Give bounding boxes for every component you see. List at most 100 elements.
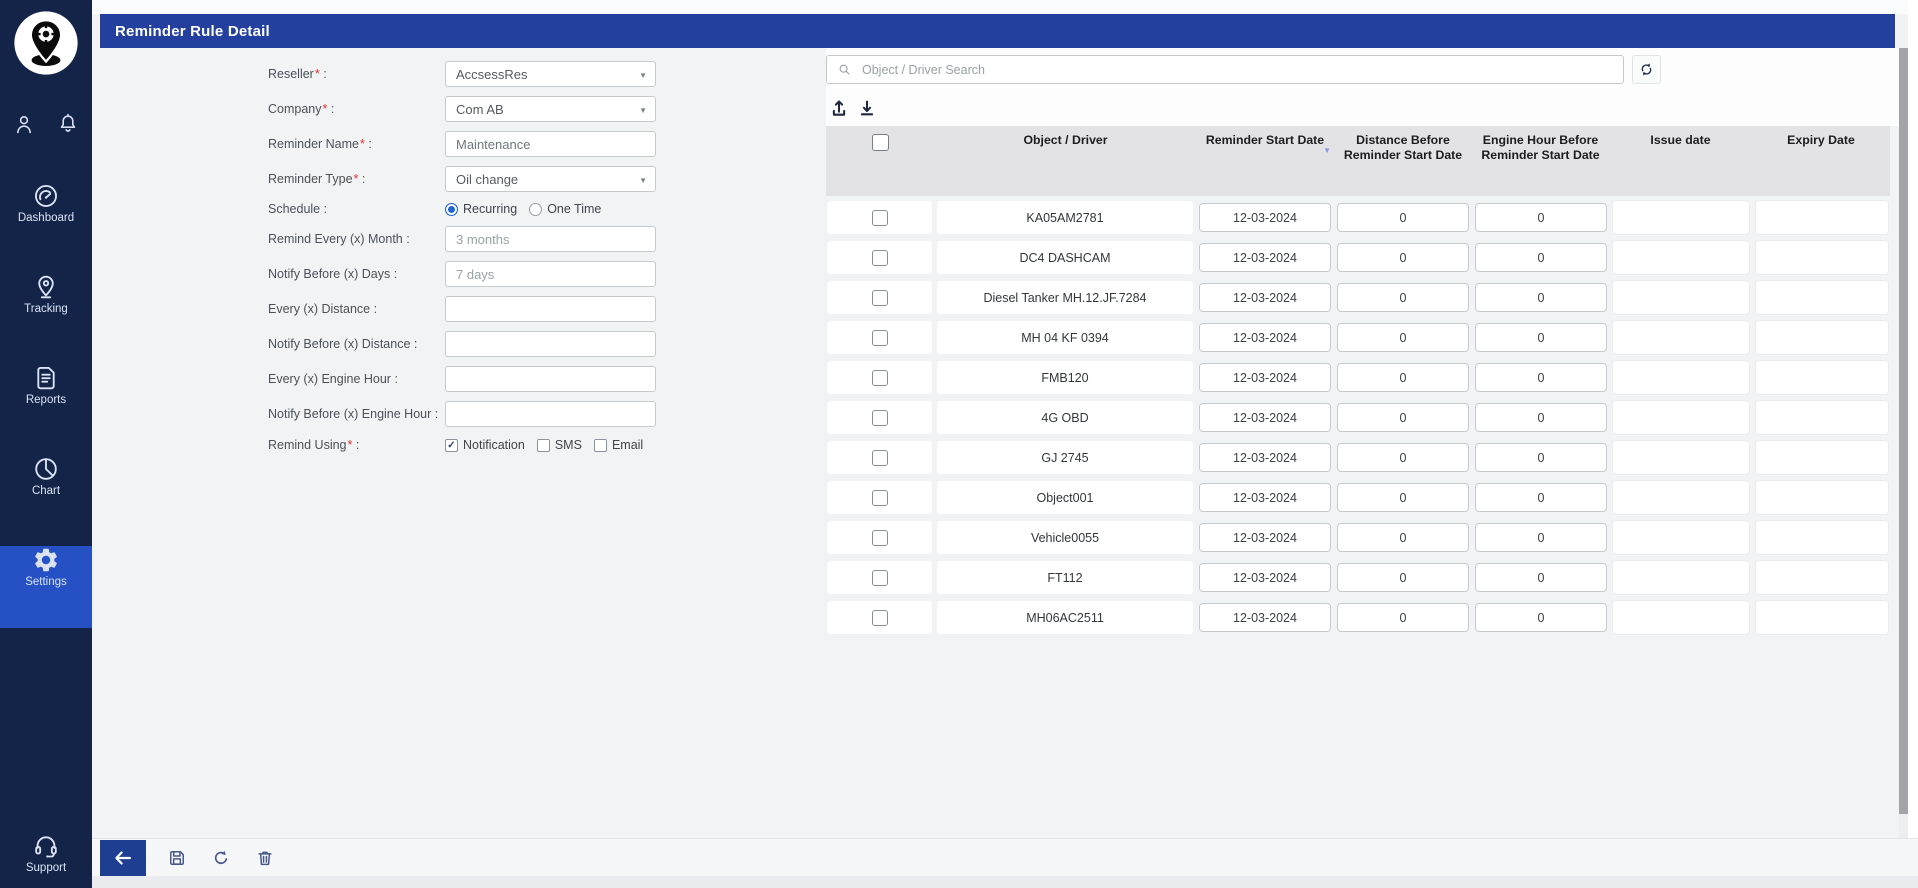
company-select[interactable]: Com AB ▼ [445, 96, 656, 122]
remind-using-label: Remind Using* : [268, 438, 360, 452]
distance-before-input[interactable]: 0 [1337, 523, 1469, 552]
reminder-start-date-input[interactable]: 12-03-2024 [1199, 243, 1331, 272]
row-checkbox[interactable] [871, 409, 888, 426]
reminder-start-date-input[interactable]: 12-03-2024 [1199, 403, 1331, 432]
distance-before-input[interactable]: 0 [1337, 603, 1469, 632]
column-header-issue-date[interactable]: Issue date [1609, 126, 1752, 196]
notification-label: Notification [463, 438, 525, 452]
engine-hour-before-input[interactable]: 0 [1475, 363, 1607, 392]
reminder-start-date-input[interactable]: 12-03-2024 [1199, 603, 1331, 632]
sidebar-item-chart[interactable]: Chart [0, 455, 92, 534]
sidebar-item-support[interactable]: Support [0, 826, 92, 874]
checkbox-email[interactable] [593, 438, 607, 452]
back-button[interactable] [100, 839, 146, 876]
reminder-start-date-input[interactable]: 12-03-2024 [1199, 443, 1331, 472]
engine-hour-before-input[interactable]: 0 [1475, 243, 1607, 272]
reminder-name-input[interactable]: Maintenance [445, 131, 656, 157]
object-driver-label: DC4 DASHCAM [1019, 250, 1111, 265]
reset-button[interactable] [210, 847, 232, 869]
object-driver-label: Diesel Tanker MH.12.JF.7284 [983, 290, 1147, 305]
engine-hour-before-input[interactable]: 0 [1475, 523, 1607, 552]
row-checkbox[interactable] [871, 449, 888, 466]
scrollbar-thumb[interactable] [1899, 48, 1908, 814]
search-input[interactable] [860, 61, 1623, 78]
column-header-select-all[interactable] [826, 126, 935, 196]
delete-icon [255, 848, 275, 868]
engine-hour-before-input[interactable]: 0 [1475, 323, 1607, 352]
sidebar-item-reports[interactable]: Reports [0, 364, 92, 443]
reminder-start-date-input[interactable]: 12-03-2024 [1199, 483, 1331, 512]
row-checkbox[interactable] [871, 489, 888, 506]
notifications-icon[interactable] [56, 112, 80, 136]
reminder-start-date-input[interactable]: 12-03-2024 [1199, 323, 1331, 352]
issue-date-cell [1612, 520, 1750, 555]
row-checkbox[interactable] [871, 249, 888, 266]
delete-button[interactable] [254, 847, 276, 869]
checkbox-notification[interactable]: ✓ [445, 438, 458, 452]
sidebar-item-tracking[interactable]: Tracking [0, 273, 92, 352]
column-header-label: Expiry Date [1787, 133, 1855, 147]
reminder-start-date-input[interactable]: 12-03-2024 [1199, 523, 1331, 552]
chevron-down-icon: ▼ [639, 176, 647, 185]
column-header-distance-before-reminder-start-date[interactable]: Distance Before Reminder Start Date [1334, 126, 1472, 196]
users-icon[interactable] [12, 112, 36, 136]
every-x-distance-input[interactable] [445, 296, 656, 322]
object-driver-search[interactable] [826, 55, 1624, 84]
row-checkbox[interactable] [871, 369, 888, 386]
distance-before-input[interactable]: 0 [1337, 363, 1469, 392]
row-checkbox[interactable] [871, 209, 888, 226]
dashboard-icon [32, 182, 60, 210]
row-checkbox[interactable] [871, 569, 888, 586]
refresh-button[interactable] [1632, 55, 1661, 84]
row-checkbox[interactable] [871, 529, 888, 546]
notify-before-x-engine-hour-input[interactable] [445, 401, 656, 427]
issue-date-cell [1612, 360, 1750, 395]
select-all-checkbox[interactable] [872, 134, 889, 151]
distance-before-input[interactable]: 0 [1337, 283, 1469, 312]
upload-icon[interactable] [828, 98, 850, 120]
distance-before-input[interactable]: 0 [1337, 403, 1469, 432]
column-header-engine-hour-before-reminder-start-date[interactable]: Engine Hour Before Reminder Start Date [1472, 126, 1609, 196]
radio-recurring[interactable] [445, 202, 458, 216]
distance-before-input[interactable]: 0 [1337, 323, 1469, 352]
sidebar-item-settings[interactable]: Settings [0, 546, 92, 628]
engine-hour-before-input[interactable]: 0 [1475, 603, 1607, 632]
search-icon [837, 62, 852, 77]
reminder-start-date-input[interactable]: 12-03-2024 [1199, 563, 1331, 592]
distance-before-input[interactable]: 0 [1337, 243, 1469, 272]
distance-before-input[interactable]: 0 [1337, 203, 1469, 232]
engine-hour-before-input[interactable]: 0 [1475, 483, 1607, 512]
distance-before-input[interactable]: 0 [1337, 563, 1469, 592]
notify-before-x-days-input[interactable]: 7 days [445, 261, 656, 287]
engine-hour-before-input[interactable]: 0 [1475, 403, 1607, 432]
distance-before-input[interactable]: 0 [1337, 443, 1469, 472]
reseller-select[interactable]: AccsessRes ▼ [445, 61, 656, 87]
engine-hour-before-input[interactable]: 0 [1475, 203, 1607, 232]
save-button[interactable] [166, 847, 188, 869]
row-checkbox[interactable] [871, 289, 888, 306]
reminder-start-date-input[interactable]: 12-03-2024 [1199, 203, 1331, 232]
radio-one-time[interactable] [529, 202, 543, 216]
engine-hour-before-input[interactable]: 0 [1475, 443, 1607, 472]
sort-desc-icon[interactable]: ▼ [1323, 146, 1331, 155]
reminder-start-date-input[interactable]: 12-03-2024 [1199, 363, 1331, 392]
reminder-start-date-input[interactable]: 12-03-2024 [1199, 283, 1331, 312]
reminder-type-select[interactable]: Oil change ▼ [445, 166, 656, 192]
remind-every-x-month-input[interactable]: 3 months [445, 226, 656, 252]
engine-hour-before-input[interactable]: 0 [1475, 283, 1607, 312]
sidebar-item-dashboard[interactable]: Dashboard [0, 182, 92, 261]
download-icon[interactable] [856, 98, 878, 120]
scrollbar[interactable] [1899, 48, 1908, 840]
engine-hour-before-input[interactable]: 0 [1475, 563, 1607, 592]
form-row-notify-before-x-engine-hour: Notify Before (x) Engine Hour : [268, 401, 698, 427]
column-header-expiry-date[interactable]: Expiry Date [1752, 126, 1890, 196]
distance-before-input[interactable]: 0 [1337, 483, 1469, 512]
notify-before-x-distance-input[interactable] [445, 331, 656, 357]
column-header-reminder-start-date[interactable]: Reminder Start Date ▼ [1196, 126, 1334, 196]
row-checkbox[interactable] [871, 609, 888, 626]
row-checkbox[interactable] [871, 329, 888, 346]
column-header-object-driver[interactable]: Object / Driver [935, 126, 1196, 196]
app-logo[interactable] [13, 10, 79, 76]
every-x-engine-hour-input[interactable] [445, 366, 656, 392]
checkbox-sms[interactable] [536, 438, 550, 452]
